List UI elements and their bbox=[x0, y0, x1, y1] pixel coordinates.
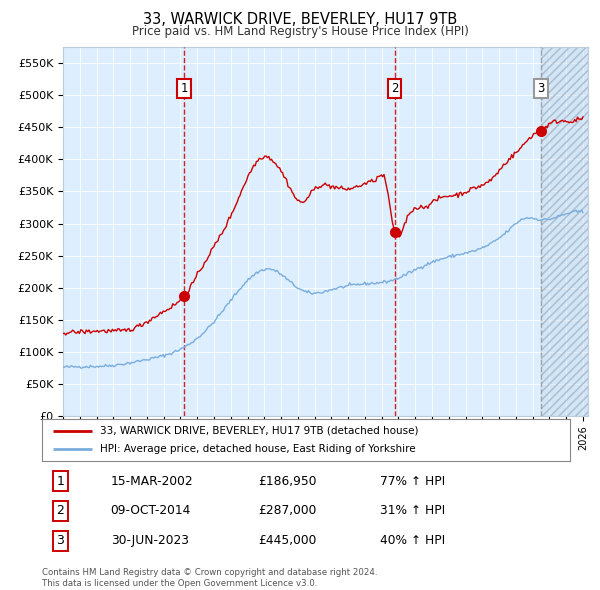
Text: 09-OCT-2014: 09-OCT-2014 bbox=[110, 504, 191, 517]
Text: 33, WARWICK DRIVE, BEVERLEY, HU17 9TB: 33, WARWICK DRIVE, BEVERLEY, HU17 9TB bbox=[143, 12, 457, 27]
Text: 33, WARWICK DRIVE, BEVERLEY, HU17 9TB (detached house): 33, WARWICK DRIVE, BEVERLEY, HU17 9TB (d… bbox=[100, 426, 419, 436]
Text: 31% ↑ HPI: 31% ↑ HPI bbox=[380, 504, 445, 517]
Text: 77% ↑ HPI: 77% ↑ HPI bbox=[380, 474, 445, 487]
Text: 1: 1 bbox=[56, 474, 64, 487]
Bar bbox=[541, 47, 596, 416]
Text: 2: 2 bbox=[391, 83, 398, 96]
Text: 3: 3 bbox=[537, 83, 545, 96]
Text: 2: 2 bbox=[56, 504, 64, 517]
Text: £445,000: £445,000 bbox=[259, 535, 317, 548]
Bar bbox=[541, 47, 596, 416]
Text: 1: 1 bbox=[180, 83, 188, 96]
Text: £186,950: £186,950 bbox=[259, 474, 317, 487]
Text: Contains HM Land Registry data © Crown copyright and database right 2024.: Contains HM Land Registry data © Crown c… bbox=[42, 568, 377, 576]
Text: Price paid vs. HM Land Registry's House Price Index (HPI): Price paid vs. HM Land Registry's House … bbox=[131, 25, 469, 38]
Text: 3: 3 bbox=[56, 535, 64, 548]
Text: 15-MAR-2002: 15-MAR-2002 bbox=[110, 474, 193, 487]
Text: 40% ↑ HPI: 40% ↑ HPI bbox=[380, 535, 445, 548]
Text: HPI: Average price, detached house, East Riding of Yorkshire: HPI: Average price, detached house, East… bbox=[100, 444, 416, 454]
Text: This data is licensed under the Open Government Licence v3.0.: This data is licensed under the Open Gov… bbox=[42, 579, 317, 588]
Text: 30-JUN-2023: 30-JUN-2023 bbox=[110, 535, 188, 548]
Text: £287,000: £287,000 bbox=[259, 504, 317, 517]
